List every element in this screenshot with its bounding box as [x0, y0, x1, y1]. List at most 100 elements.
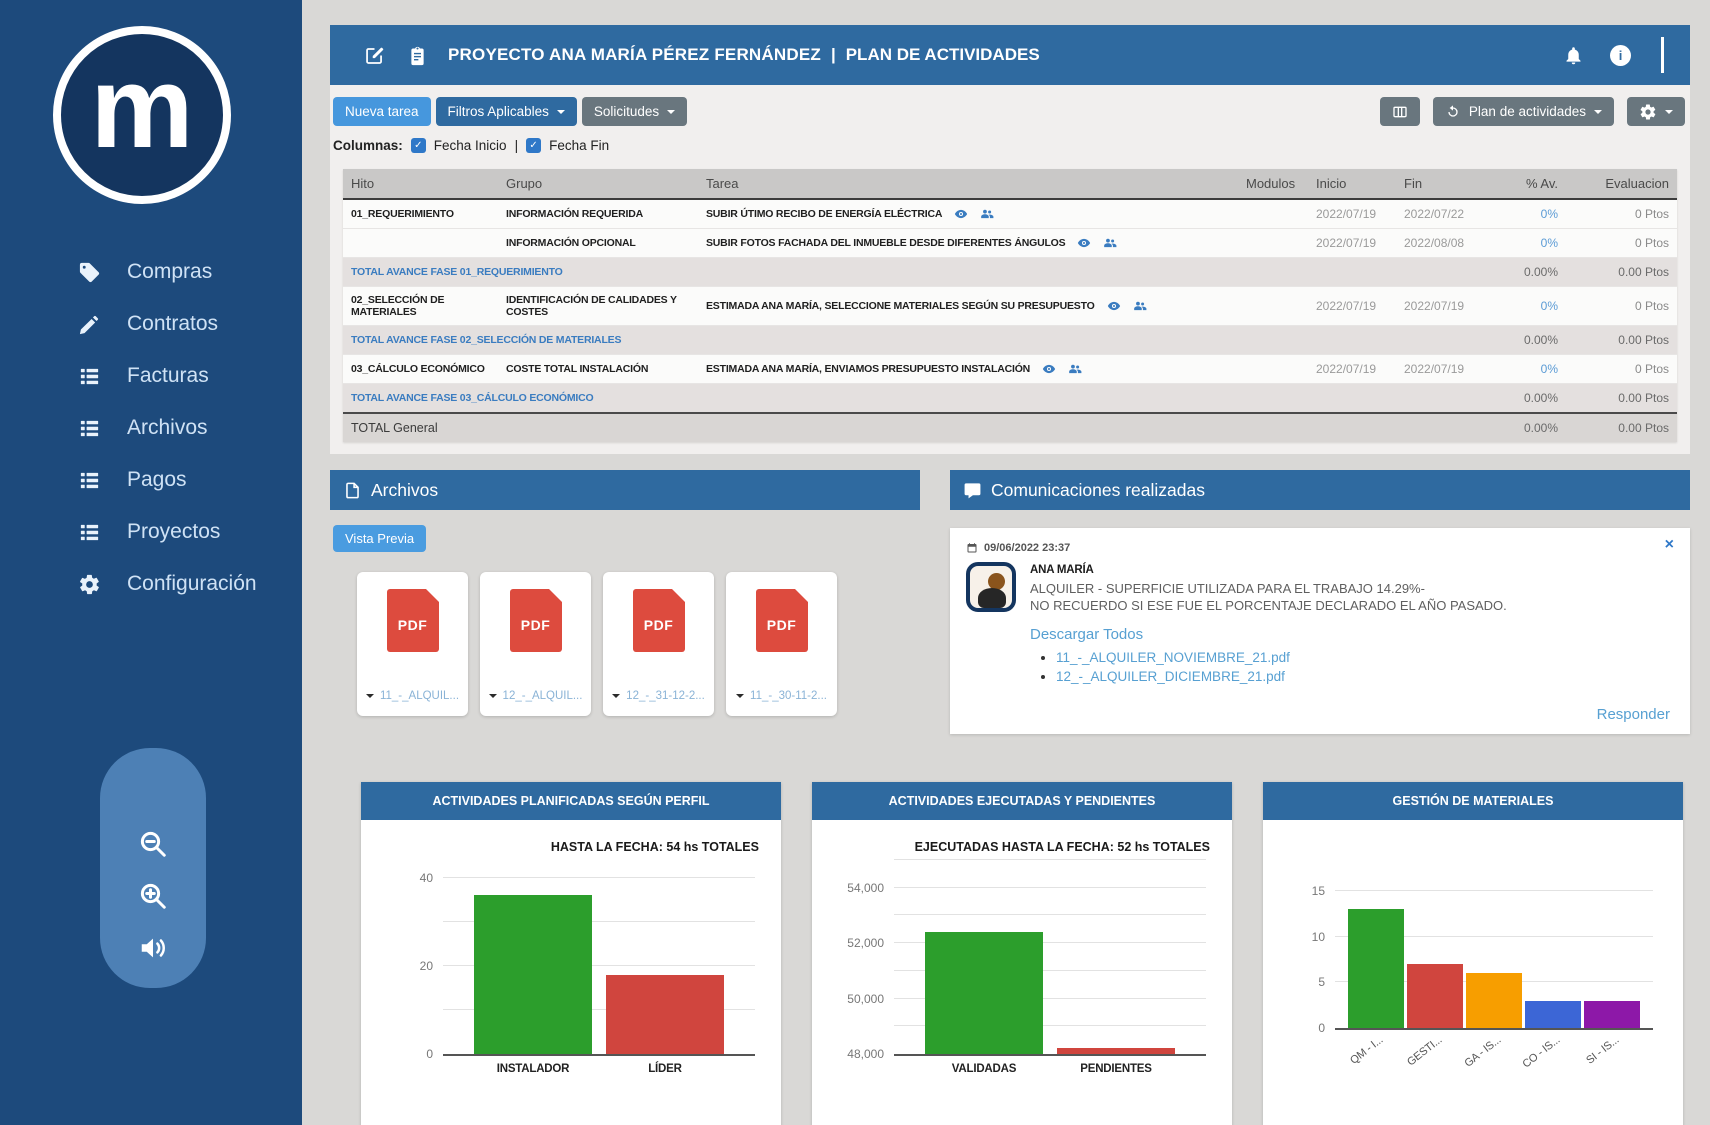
pen-icon: [79, 315, 99, 334]
avatar: [966, 562, 1016, 612]
bar-group: SI - IS...: [1584, 882, 1640, 1067]
file-card[interactable]: PDF 12_-_ALQUIL...: [480, 572, 591, 716]
attachment-item: 12_-_ALQUILER_DICIEMBRE_21.pdf: [1056, 669, 1507, 684]
edit-icon[interactable]: [364, 45, 385, 66]
cell-inicio: 2022/07/19: [1308, 286, 1396, 326]
gridline: [443, 920, 755, 922]
y-axis-tick: 0: [1318, 1021, 1325, 1035]
zoom-out-icon[interactable]: [135, 826, 171, 862]
charts-row: ACTIVIDADES PLANIFICADAS SEGÚN PERFIL HA…: [361, 782, 1690, 1125]
users-icon[interactable]: [980, 207, 994, 221]
sidebar-item-label: Configuración: [127, 572, 257, 595]
grand-total-row: TOTAL General 0.00% 0.00 Ptos: [343, 412, 1677, 442]
cell-inicio: 2022/07/19: [1308, 228, 1396, 258]
sidebar-item-archivos[interactable]: Archivos: [0, 402, 302, 454]
file-name[interactable]: 12_-_31-12-2...: [626, 690, 705, 702]
columns-icon: [1393, 106, 1407, 117]
bell-icon[interactable]: [1563, 45, 1584, 66]
cell-avance: 0.00%: [1484, 412, 1566, 442]
file-card[interactable]: PDF 12_-_31-12-2...: [603, 572, 714, 716]
sidebar-item-pagos[interactable]: Pagos: [0, 454, 302, 506]
chart-bar: [1057, 1048, 1175, 1054]
chevron-down-icon[interactable]: [488, 694, 497, 702]
sidebar-item-label: Compras: [127, 260, 213, 283]
chart-gestion-materiales: GESTIÓN DE MATERIALES 0 5 10 15 QM - I... GES…: [1263, 782, 1683, 1125]
download-all-link[interactable]: Descargar Todos: [1030, 626, 1144, 643]
cell-grupo: INFORMACIÓN REQUERIDA: [498, 198, 698, 229]
cell-hito: 02_SELECCIÓN DE MATERIALES: [343, 286, 498, 326]
chevron-down-icon[interactable]: [612, 694, 621, 702]
eye-icon[interactable]: [954, 207, 968, 221]
filters-button[interactable]: Filtros Aplicables: [435, 97, 577, 126]
columns-view-button[interactable]: [1379, 97, 1420, 126]
bars-group: QM - I... GESTI... GA - IS... CO - IS... SI …: [1335, 882, 1653, 1070]
cell-fin: 2022/07/19: [1396, 286, 1484, 326]
eye-icon[interactable]: [1042, 362, 1056, 376]
sidebar-item-compras[interactable]: Compras: [0, 246, 302, 298]
gridline: [894, 969, 1206, 971]
gridline: [894, 914, 1206, 916]
eye-icon[interactable]: [1107, 299, 1121, 313]
archivos-header: Archivos: [330, 470, 920, 510]
eye-icon[interactable]: [1077, 236, 1091, 250]
chart-bar: [606, 974, 724, 1054]
gear-icon: [1640, 104, 1656, 119]
users-icon[interactable]: [1103, 236, 1117, 250]
table-row: 01_REQUERIMIENTO INFORMACIÓN REQUERIDA S…: [343, 198, 1677, 229]
bars-group: VALIDADAS PENDIENTES: [894, 860, 1206, 1075]
mid-row: Archivos Vista Previa PDF 11_-_ALQUIL...…: [330, 470, 1690, 762]
chevron-down-icon: [1665, 110, 1673, 118]
col-header-evaluacion: Evaluacion: [1566, 169, 1677, 200]
cell-grupo: INFORMACIÓN OPCIONAL: [498, 228, 698, 258]
sidebar-item-configuracion[interactable]: Configuración: [0, 558, 302, 610]
title-separator: |: [830, 45, 836, 64]
cell-evaluacion: 0 Ptos: [1566, 198, 1677, 229]
cell-hito: 01_REQUERIMIENTO: [343, 198, 498, 229]
new-task-button[interactable]: Nueva tarea: [333, 97, 431, 126]
chart-subtitle: EJECUTADAS HASTA LA FECHA: 52 hs TOTALES: [914, 840, 1210, 854]
chevron-down-icon[interactable]: [365, 694, 374, 702]
cell-inicio: 2022/07/19: [1308, 198, 1396, 229]
x-axis-label: INSTALADOR: [496, 1063, 570, 1075]
file-name[interactable]: 12_-_ALQUIL...: [502, 690, 583, 702]
bar-chart-plot: 0 20 40 INSTALADOR LÍDER: [420, 860, 755, 1075]
zoom-in-icon[interactable]: [135, 878, 171, 914]
chevron-down-icon[interactable]: [736, 694, 745, 702]
attachment-list: 11_-_ALQUILER_NOVIEMBRE_21.pdf 12_-_ALQU…: [1056, 650, 1507, 684]
message-author: ANA MARÍA: [1030, 564, 1094, 576]
main-content: PROYECTO ANA MARÍA PÉREZ FERNÁNDEZ | PLA…: [330, 0, 1690, 1125]
preview-button[interactable]: Vista Previa: [333, 525, 427, 552]
file-name[interactable]: 11_-_ALQUIL...: [379, 690, 460, 702]
reply-link[interactable]: Responder: [1596, 706, 1670, 723]
col-header-fin: Fin: [1396, 169, 1484, 200]
requests-button[interactable]: Solicitudes: [581, 97, 688, 126]
total-row: TOTAL AVANCE FASE 02_SELECCIÓN DE MATERI…: [343, 325, 1677, 355]
chart-subtitle: HASTA LA FECHA: 54 hs TOTALES: [550, 840, 759, 854]
plan-dropdown-button[interactable]: Plan de actividades: [1432, 97, 1614, 126]
chevron-down-icon: [667, 110, 676, 118]
file-name[interactable]: 11_-_30-11-2...: [750, 690, 827, 702]
settings-dropdown-button[interactable]: [1627, 97, 1685, 126]
users-icon[interactable]: [1068, 362, 1082, 376]
list-icon: [80, 420, 99, 436]
sidebar-item-label: Contratos: [127, 312, 219, 335]
close-icon[interactable]: ×: [1664, 536, 1674, 553]
attachment-link[interactable]: 12_-_ALQUILER_DICIEMBRE_21.pdf: [1056, 669, 1285, 684]
file-card[interactable]: PDF 11_-_ALQUIL...: [357, 572, 468, 716]
file-card[interactable]: PDF 11_-_30-11-2...: [726, 572, 837, 716]
gridline: [894, 859, 1206, 860]
sidebar-item-contratos[interactable]: Contratos: [0, 298, 302, 350]
bar-group: GESTI...: [1405, 882, 1463, 1068]
sidebar-item-facturas[interactable]: Facturas: [0, 350, 302, 402]
users-icon[interactable]: [1133, 299, 1147, 313]
requests-label: Solicitudes: [593, 104, 660, 119]
attachment-link[interactable]: 11_-_ALQUILER_NOVIEMBRE_21.pdf: [1056, 650, 1290, 665]
logo-letter: m: [90, 42, 194, 172]
sidebar-item-proyectos[interactable]: Proyectos: [0, 506, 302, 558]
fecha-fin-checkbox[interactable]: [526, 138, 542, 153]
fecha-inicio-checkbox[interactable]: [410, 138, 426, 153]
cell-tarea: ESTIMADA ANA MARÍA, SELECCIONE MATERIALE…: [706, 300, 1095, 312]
cell-modulos: [1238, 286, 1308, 326]
volume-icon[interactable]: [135, 930, 171, 966]
info-icon[interactable]: i: [1610, 44, 1631, 66]
